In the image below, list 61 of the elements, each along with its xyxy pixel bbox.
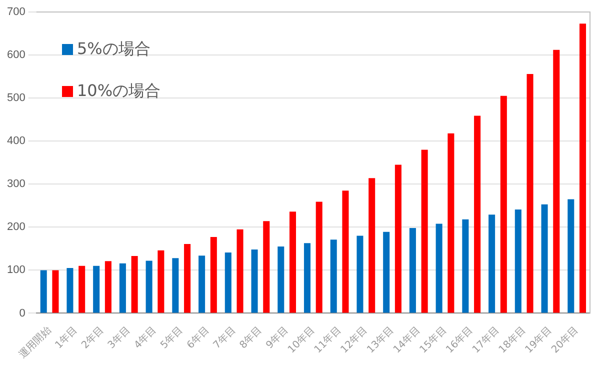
bar (356, 236, 364, 313)
bar (172, 258, 179, 313)
bar (251, 250, 258, 313)
x-tick-label: 2年目 (79, 324, 106, 352)
bar (104, 261, 112, 313)
y-tick-label: 600 (6, 49, 26, 62)
bar (579, 24, 586, 313)
bar (210, 237, 217, 313)
x-tick-label: 運用開始 (16, 324, 54, 361)
bar (368, 178, 376, 313)
bar (500, 96, 507, 313)
bar (93, 266, 100, 313)
bar (394, 164, 402, 313)
bar (263, 221, 270, 313)
bar (568, 199, 574, 313)
bar (488, 214, 496, 313)
x-tick-label: 6年目 (184, 324, 212, 352)
bar (131, 256, 138, 313)
x-tick-label: 4年目 (132, 324, 159, 352)
bar (514, 210, 522, 313)
bar (158, 250, 164, 313)
y-tick-label: 100 (6, 264, 26, 276)
bar (316, 202, 322, 313)
bar (198, 256, 206, 313)
bar (236, 229, 244, 313)
bar (342, 190, 349, 313)
bar (330, 240, 337, 313)
x-tick-label: 3年目 (105, 324, 133, 352)
x-tick-label: 7年目 (210, 324, 238, 352)
bar (462, 219, 469, 313)
bar (289, 212, 296, 313)
bar (304, 243, 311, 313)
bar (184, 244, 191, 313)
bar (278, 246, 284, 313)
bar (448, 133, 454, 313)
bar (52, 270, 59, 313)
bar (409, 228, 416, 313)
legend-label: 5%の場合 (77, 38, 150, 60)
bar (78, 266, 86, 313)
bar (421, 150, 428, 313)
y-tick-label: 300 (6, 178, 26, 190)
bar (553, 50, 560, 313)
x-tick-label: 1年目 (52, 324, 80, 352)
bar (474, 116, 481, 313)
bar (66, 268, 74, 313)
y-tick-label: 500 (6, 92, 26, 104)
legend-label: 10%の場合 (77, 80, 161, 102)
bar (40, 270, 47, 313)
bar (383, 232, 390, 313)
x-tick-label: 5年目 (158, 324, 186, 352)
bar (541, 204, 548, 313)
x-tick-label: 8年目 (237, 324, 264, 352)
bar (119, 263, 126, 313)
y-tick-label: 400 (6, 135, 26, 148)
y-tick-label: 700 (6, 6, 26, 18)
y-tick-label: 200 (6, 221, 26, 234)
bar (224, 252, 232, 313)
y-tick-label: 0 (19, 307, 26, 320)
bar (526, 74, 534, 313)
bar (436, 224, 442, 313)
bar (146, 260, 152, 313)
